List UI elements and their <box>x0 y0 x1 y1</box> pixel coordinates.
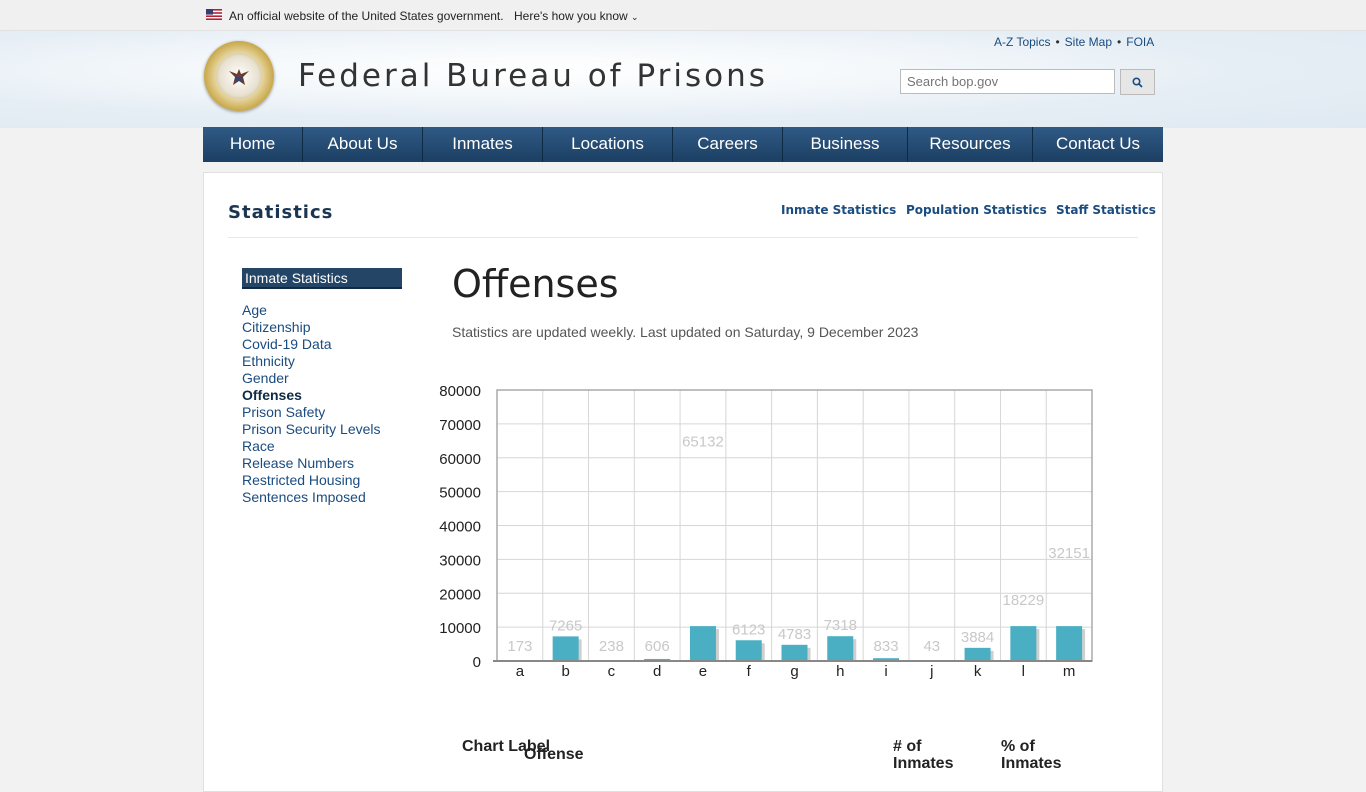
sidebar-item-sentences-imposed[interactable]: Sentences Imposed <box>242 489 381 506</box>
bar-m <box>1056 626 1082 661</box>
last-updated-text: Statistics are updated weekly. Last upda… <box>452 324 918 340</box>
nav-locations[interactable]: Locations <box>543 127 673 162</box>
x-tick-label: d <box>653 663 661 680</box>
page-title: Offenses <box>452 262 619 306</box>
data-label-m: 32151 <box>1048 545 1090 562</box>
y-tick-label: 80000 <box>439 383 481 400</box>
section-title: Statistics <box>228 202 333 223</box>
az-topics-link[interactable]: A-Z Topics <box>994 35 1050 49</box>
data-label-h: 7318 <box>824 617 857 634</box>
search-button[interactable] <box>1120 69 1155 95</box>
sidebar-item-race[interactable]: Race <box>242 438 381 455</box>
nav-business[interactable]: Business <box>783 127 908 162</box>
x-tick-label: f <box>747 663 752 680</box>
y-tick-label: 0 <box>473 654 481 671</box>
x-tick-label: a <box>516 663 525 680</box>
x-tick-label: j <box>929 663 933 680</box>
bar-b <box>553 636 579 661</box>
sidebar-item-offenses[interactable]: Offenses <box>242 387 381 404</box>
utility-links: A-Z Topics•Site Map•FOIA <box>994 35 1154 49</box>
sidebar-menu: Age Citizenship Covid-19 Data Ethnicity … <box>242 302 381 506</box>
main-nav: Home About Us Inmates Locations Careers … <box>203 127 1163 162</box>
data-label-i: 833 <box>874 638 899 655</box>
x-tick-label: h <box>836 663 844 680</box>
data-label-a: 173 <box>507 638 532 655</box>
y-tick-label: 60000 <box>439 451 481 468</box>
x-tick-label: c <box>608 663 616 680</box>
sidebar-heading[interactable]: Inmate Statistics <box>242 268 402 289</box>
how-you-know-link[interactable]: Here's how you know ⌄ <box>514 9 639 23</box>
section-divider <box>228 237 1138 238</box>
data-label-c: 238 <box>599 638 624 655</box>
x-tick-label: b <box>561 663 569 680</box>
bar-e <box>690 626 716 661</box>
us-flag-icon <box>206 9 222 20</box>
population-statistics-link[interactable]: Population Statistics <box>906 203 1047 217</box>
table-header-offense: Offense <box>524 746 584 763</box>
sidebar-item-restricted-housing[interactable]: Restricted Housing <box>242 472 381 489</box>
gov-banner-text: An official website of the United States… <box>229 9 504 23</box>
nav-contact-us[interactable]: Contact Us <box>1033 127 1163 162</box>
sidebar-item-gender[interactable]: Gender <box>242 370 381 387</box>
foia-link[interactable]: FOIA <box>1126 35 1154 49</box>
x-tick-label: l <box>1022 663 1025 680</box>
sidebar-item-ethnicity[interactable]: Ethnicity <box>242 353 381 370</box>
x-tick-label: m <box>1063 663 1076 680</box>
data-label-d: 606 <box>645 638 670 655</box>
data-label-k: 3884 <box>961 629 994 646</box>
bar-g <box>782 645 808 661</box>
offenses-bar-chart: 0 10000 20000 30000 40000 50000 60000 70000 8000… <box>430 378 1110 688</box>
search-input[interactable] <box>900 69 1115 94</box>
nav-home[interactable]: Home <box>203 127 303 162</box>
inmate-statistics-link[interactable]: Inmate Statistics <box>781 203 896 217</box>
data-label-f: 6123 <box>732 621 765 638</box>
sidebar-item-prison-security-levels[interactable]: Prison Security Levels <box>242 421 381 438</box>
y-tick-label: 10000 <box>439 620 481 637</box>
y-tick-label: 50000 <box>439 485 481 502</box>
sidebar-item-prison-safety[interactable]: Prison Safety <box>242 404 381 421</box>
table-header-num-inmates: # of Inmates <box>893 738 963 772</box>
nav-inmates[interactable]: Inmates <box>423 127 543 162</box>
site-title[interactable]: Federal Bureau of Prisons <box>298 58 768 94</box>
y-tick-label: 20000 <box>439 586 481 603</box>
bar-k <box>965 648 991 661</box>
y-tick-label: 30000 <box>439 552 481 569</box>
chevron-down-icon: ⌄ <box>631 12 639 22</box>
search-icon <box>1132 77 1143 88</box>
sidebar-item-covid-19-data[interactable]: Covid-19 Data <box>242 336 381 353</box>
staff-statistics-link[interactable]: Staff Statistics <box>1056 203 1156 217</box>
data-label-g: 4783 <box>778 626 811 643</box>
x-tick-label: i <box>884 663 887 680</box>
data-label-b: 7265 <box>549 617 582 634</box>
bar-l <box>1010 626 1036 661</box>
table-header-pct-inmates: % of Inmates <box>1001 738 1071 772</box>
nav-resources[interactable]: Resources <box>908 127 1033 162</box>
data-label-j: 43 <box>923 638 940 655</box>
nav-careers[interactable]: Careers <box>673 127 783 162</box>
y-tick-label: 40000 <box>439 519 481 536</box>
bar-h <box>827 636 853 661</box>
site-map-link[interactable]: Site Map <box>1065 35 1112 49</box>
y-tick-label: 70000 <box>439 417 481 434</box>
bop-seal-logo[interactable] <box>204 41 274 111</box>
gov-banner: An official website of the United States… <box>0 0 1366 31</box>
data-label-e: 65132 <box>682 433 724 450</box>
sidebar-item-citizenship[interactable]: Citizenship <box>242 319 381 336</box>
bar-f <box>736 640 762 661</box>
x-tick-label: e <box>699 663 707 680</box>
sidebar-item-release-numbers[interactable]: Release Numbers <box>242 455 381 472</box>
x-tick-label: g <box>790 663 798 680</box>
x-tick-label: k <box>974 663 982 680</box>
data-label-l: 18229 <box>1002 592 1044 609</box>
sidebar-item-age[interactable]: Age <box>242 302 381 319</box>
nav-about-us[interactable]: About Us <box>303 127 423 162</box>
